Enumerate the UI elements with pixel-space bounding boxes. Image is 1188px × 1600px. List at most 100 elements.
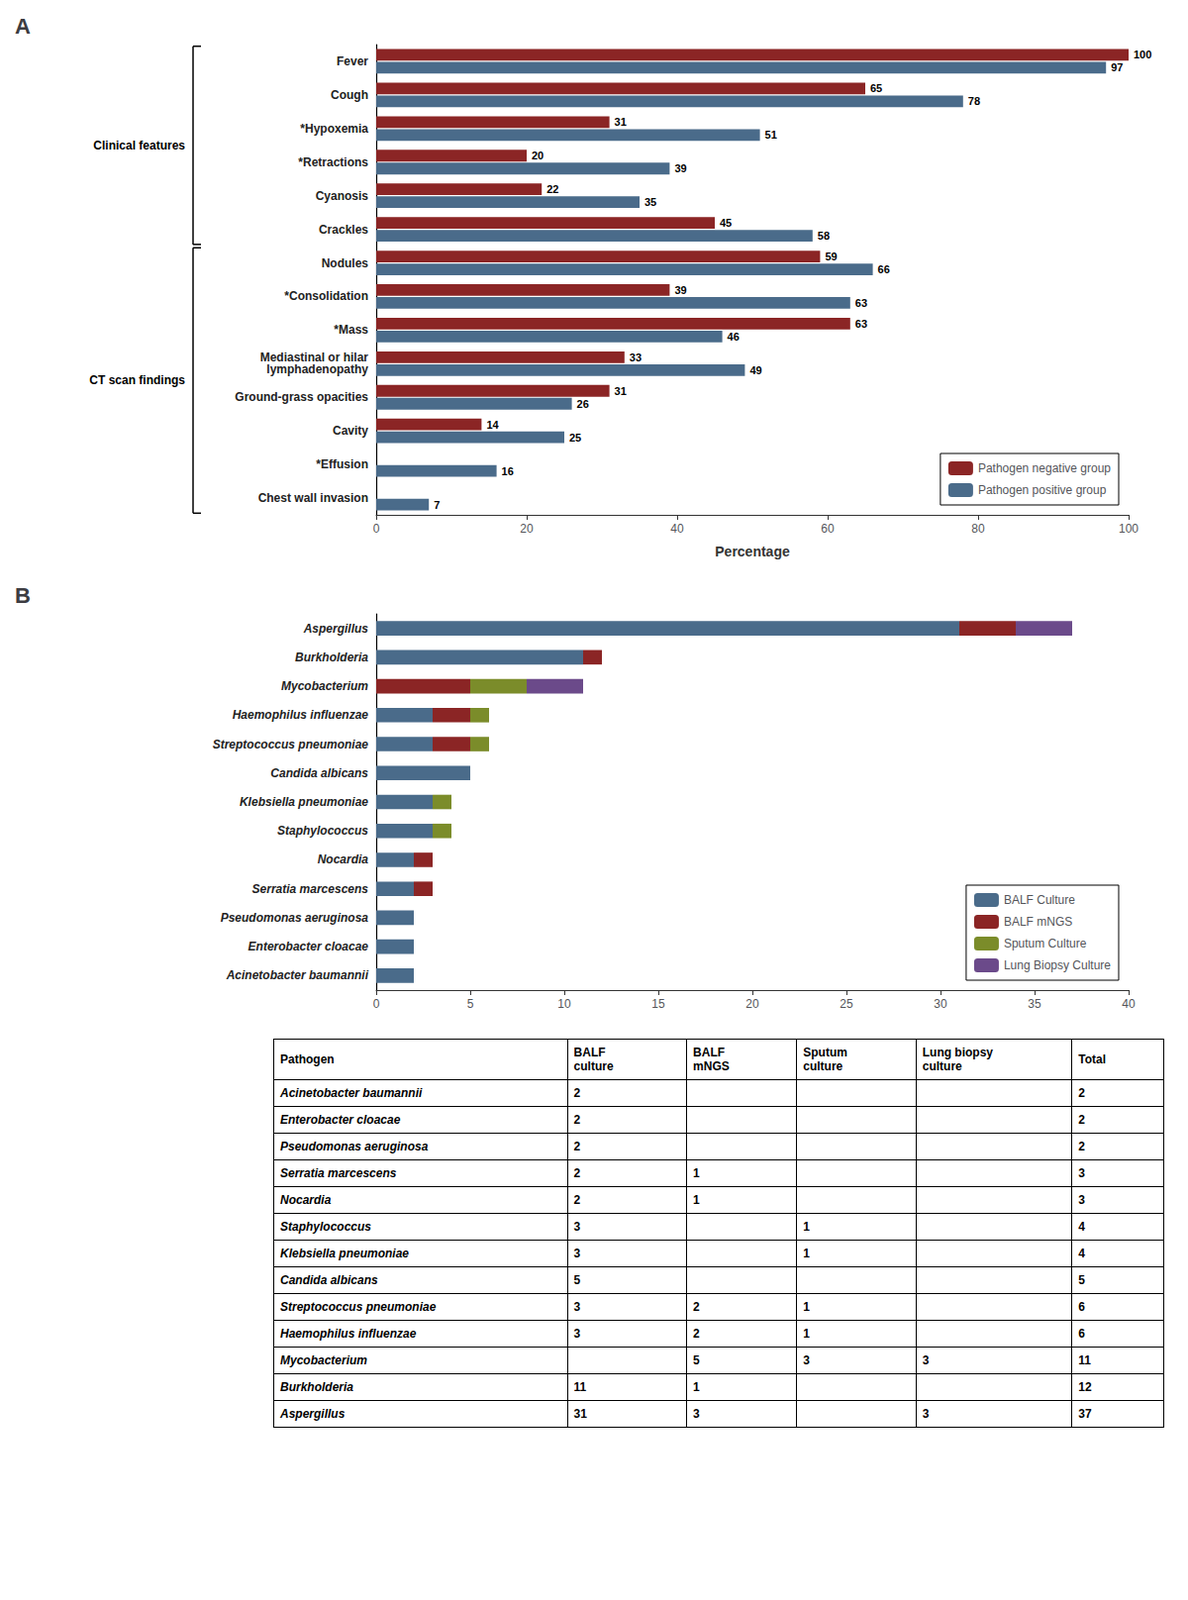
svg-text:Pseudomonas aeruginosa: Pseudomonas aeruginosa xyxy=(220,910,370,925)
svg-text:40: 40 xyxy=(1121,996,1136,1011)
svg-text:25: 25 xyxy=(569,431,582,444)
svg-text:Haemophilus influenzae: Haemophilus influenzae xyxy=(232,707,370,722)
svg-text:Fever: Fever xyxy=(336,54,369,69)
svg-text:Crackles: Crackles xyxy=(318,222,369,237)
html-text:Staphylococcus: Staphylococcus xyxy=(280,1219,372,1234)
svg-text:Nodules: Nodules xyxy=(321,256,370,271)
svg-text:Chest wall invasion: Chest wall invasion xyxy=(258,491,369,505)
svg-text:*Effusion: *Effusion xyxy=(315,457,369,472)
svg-text:Acinetobacter baumannii: Acinetobacter baumannii xyxy=(225,968,370,983)
svg-text:10: 10 xyxy=(557,996,572,1011)
html-text:Pseudomonas aeruginosa: Pseudomonas aeruginosa xyxy=(280,1139,429,1154)
svg-text:30: 30 xyxy=(933,996,948,1011)
svg-text:26: 26 xyxy=(577,397,590,410)
svg-text:63: 63 xyxy=(855,317,868,330)
svg-text:51: 51 xyxy=(765,128,778,141)
svg-text:22: 22 xyxy=(546,183,559,196)
svg-text:Candida albicans: Candida albicans xyxy=(270,766,369,781)
svg-text:5: 5 xyxy=(467,996,475,1011)
svg-text:Serratia marcescens: Serratia marcescens xyxy=(252,882,370,896)
svg-text:78: 78 xyxy=(968,95,981,107)
svg-text:*Hypoxemia: *Hypoxemia xyxy=(299,121,369,136)
svg-text:Mediastinal or hilar: Mediastinal or hilar xyxy=(259,350,369,365)
html-text:BALF mNGS: BALF mNGS xyxy=(693,1045,730,1074)
html-text:Mycobacterium: Mycobacterium xyxy=(280,1353,368,1368)
svg-text:35: 35 xyxy=(1027,996,1042,1011)
svg-text:*Mass: *Mass xyxy=(333,322,369,337)
svg-text:59: 59 xyxy=(824,250,837,263)
svg-text:25: 25 xyxy=(839,996,854,1011)
svg-text:31: 31 xyxy=(614,115,627,128)
html-text:Lung biopsy culture: Lung biopsy culture xyxy=(922,1045,993,1074)
svg-text:lymphadenopathy: lymphadenopathy xyxy=(266,362,369,377)
svg-text:7: 7 xyxy=(433,498,440,511)
html-text:Pathogen: Pathogen xyxy=(280,1052,335,1067)
svg-text:15: 15 xyxy=(651,996,666,1011)
svg-text:BALF Culture: BALF Culture xyxy=(1003,892,1076,907)
svg-text:Burkholderia: Burkholderia xyxy=(295,650,369,665)
svg-text:Pathogen negative group: Pathogen negative group xyxy=(978,461,1111,476)
svg-text:Nocardia: Nocardia xyxy=(317,852,370,867)
svg-text:BALF mNGS: BALF mNGS xyxy=(1003,914,1073,929)
svg-text:20: 20 xyxy=(531,149,544,162)
svg-text:Staphylococcus: Staphylococcus xyxy=(277,823,369,838)
svg-text:49: 49 xyxy=(749,364,762,377)
svg-text:Aspergillus: Aspergillus xyxy=(302,621,370,636)
html-text:Enterobacter cloacae: Enterobacter cloacae xyxy=(280,1112,401,1127)
svg-text:B: B xyxy=(14,583,31,608)
svg-text:CT scan findings: CT scan findings xyxy=(89,373,186,388)
svg-text:Klebsiella pneumoniae: Klebsiella pneumoniae xyxy=(239,794,369,809)
svg-text:Ground-grass opacities: Ground-grass opacities xyxy=(234,390,369,404)
svg-text:46: 46 xyxy=(727,330,740,343)
html-text:Klebsiella pneumoniae: Klebsiella pneumoniae xyxy=(280,1246,409,1261)
svg-text:31: 31 xyxy=(614,385,627,397)
svg-text:16: 16 xyxy=(501,465,514,478)
svg-text:33: 33 xyxy=(629,351,642,364)
html-text:Candida albicans: Candida albicans xyxy=(280,1273,378,1287)
svg-text:Cyanosis: Cyanosis xyxy=(315,189,370,203)
svg-text:Mycobacterium: Mycobacterium xyxy=(281,679,369,693)
html-text:11: 11 xyxy=(573,1380,587,1394)
svg-text:97: 97 xyxy=(1110,61,1123,74)
svg-text:Cavity: Cavity xyxy=(332,423,369,438)
svg-text:0: 0 xyxy=(373,521,381,536)
svg-text:100: 100 xyxy=(1133,48,1152,61)
svg-text:Streptococcus pneumoniae: Streptococcus pneumoniae xyxy=(212,737,370,752)
svg-text:Clinical features: Clinical features xyxy=(93,138,186,153)
svg-text:0: 0 xyxy=(373,996,381,1011)
html-text:Burkholderia: Burkholderia xyxy=(280,1380,354,1394)
html-text:Acinetobacter baumannii: Acinetobacter baumannii xyxy=(280,1086,423,1100)
svg-text:80: 80 xyxy=(971,521,986,536)
svg-text:*Consolidation: *Consolidation xyxy=(284,289,369,303)
svg-text:Percentage: Percentage xyxy=(714,543,791,560)
svg-text:Pathogen positive group: Pathogen positive group xyxy=(978,483,1107,497)
svg-text:63: 63 xyxy=(855,297,868,309)
svg-text:20: 20 xyxy=(519,521,534,536)
html-text:Total: Total xyxy=(1078,1052,1106,1067)
svg-text:100: 100 xyxy=(1118,521,1139,536)
svg-text:39: 39 xyxy=(674,162,687,175)
svg-text:Sputum Culture: Sputum Culture xyxy=(1003,936,1088,951)
html-text:BALF culture: BALF culture xyxy=(573,1045,614,1074)
html-text:Serratia marcescens: Serratia marcescens xyxy=(280,1166,397,1181)
svg-text:65: 65 xyxy=(870,82,883,95)
html-text:Nocardia: Nocardia xyxy=(280,1192,332,1207)
svg-text:66: 66 xyxy=(878,263,891,276)
svg-text:45: 45 xyxy=(719,216,732,229)
svg-text:40: 40 xyxy=(670,521,685,536)
svg-text:Lung Biopsy Culture: Lung Biopsy Culture xyxy=(1003,958,1111,973)
svg-text:Enterobacter cloacae: Enterobacter cloacae xyxy=(248,939,370,954)
html-text:Streptococcus pneumoniae: Streptococcus pneumoniae xyxy=(280,1299,436,1314)
html-text:Haemophilus influenzae: Haemophilus influenzae xyxy=(280,1326,417,1341)
svg-text:14: 14 xyxy=(486,418,499,431)
svg-text:60: 60 xyxy=(820,521,835,536)
svg-text:58: 58 xyxy=(817,229,830,242)
svg-text:20: 20 xyxy=(745,996,760,1011)
svg-text:*Retractions: *Retractions xyxy=(297,155,369,170)
svg-text:39: 39 xyxy=(674,284,687,297)
html-text:Aspergillus: Aspergillus xyxy=(280,1406,345,1421)
svg-text:Cough: Cough xyxy=(330,88,369,102)
html-text:Sputum culture: Sputum culture xyxy=(803,1045,848,1074)
svg-text:35: 35 xyxy=(644,196,657,208)
svg-text:A: A xyxy=(14,13,31,39)
